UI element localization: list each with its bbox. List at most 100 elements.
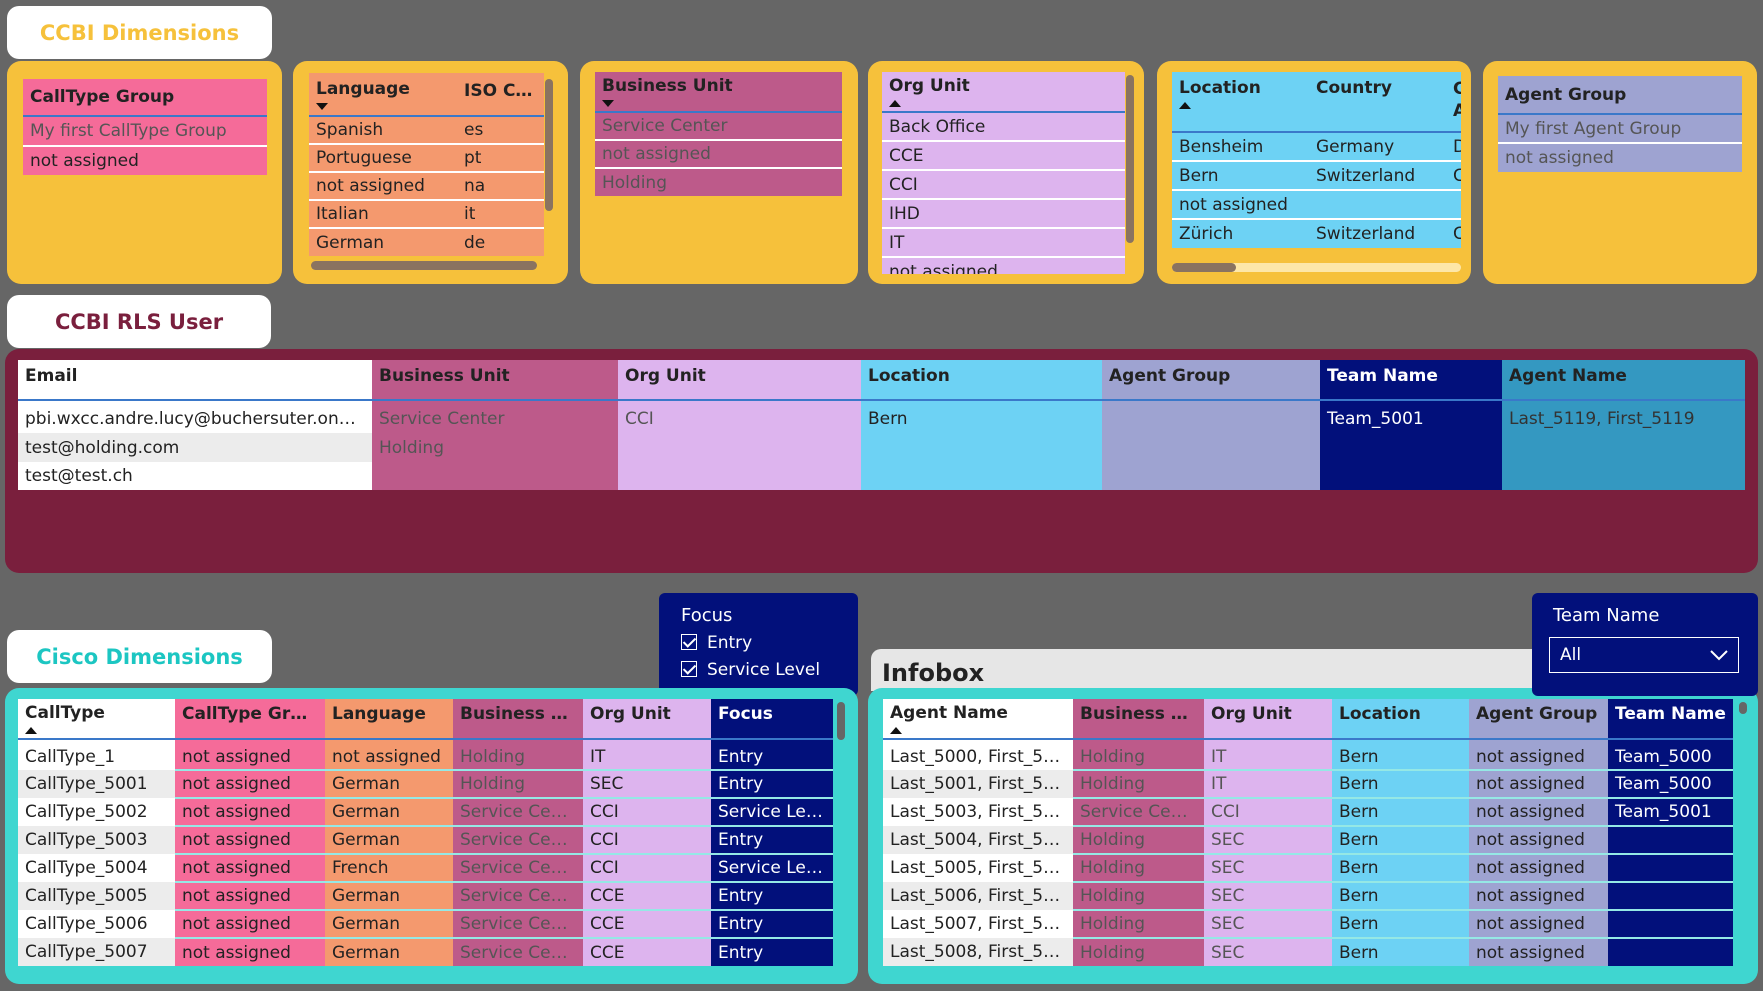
email-header[interactable]: Email [18,360,372,400]
calltype-group-header[interactable]: CallType Group [30,87,175,107]
vertical-scrollbar[interactable] [1739,702,1747,714]
table-cell: it [464,204,476,224]
table-row[interactable]: Last_5007, First_5007 Holding SEC Bern not a… [883,909,1733,938]
org-unit-cell: SEC [1204,937,1332,966]
business-unit-cell: Holding [1073,909,1204,938]
org-unit-header[interactable]: Org Unit [1204,699,1332,739]
focus-option-label: Service Level [707,660,821,680]
list-item[interactable]: IT [889,232,905,253]
org-unit-header[interactable]: Org Unit [882,72,1125,112]
team-name-header[interactable]: Team Name [1320,360,1502,400]
table-row[interactable]: CallType_5006 not assigned German Service C… [18,909,833,938]
table-row[interactable]: CallType_5003 not assigned German Service C… [18,825,833,854]
business-unit-header[interactable]: Business Unit [453,699,583,739]
business-unit-header[interactable]: Business Unit [372,360,618,400]
table-row[interactable]: CallType_5004 not assigned French Service C… [18,853,833,882]
location-table[interactable]: Location Country CA Bensheim Germany D Ber… [1172,72,1461,248]
team-name-cell [1608,825,1733,854]
table-cell: C [1446,219,1461,248]
list-item[interactable]: CCE [889,145,924,166]
calltype-group-table[interactable]: CallType Group My first CallType Group n… [23,79,267,175]
org-unit-header[interactable]: Org Unit [583,699,711,739]
location-header[interactable]: Location [861,360,1102,400]
calltype-group-cell: not assigned [175,739,325,770]
agent-group-header[interactable]: Agent Group [1469,699,1608,739]
org-unit-cell: CCI [583,853,711,882]
list-item[interactable]: Holding [602,172,667,193]
focus-slicer: Focus Entry Service Level [659,593,858,696]
language-header[interactable]: Language [309,73,457,116]
table-cell: Italian [316,204,369,224]
table-row[interactable]: Last_5000, First_5000 Holding IT Bern not as… [883,739,1733,770]
language-header[interactable]: Language [325,699,453,739]
table-row[interactable]: CallType_5005 not assigned German Service C… [18,881,833,910]
cisco-dimensions-table[interactable]: CallType CallType Group Language Busines… [18,699,833,966]
list-item[interactable]: not assigned [30,151,139,171]
table-row[interactable]: CallType_5001 not assigned German Holding SE… [18,769,833,798]
table-row[interactable]: Last_5003, First_5003 Service Center CCI Be… [883,797,1733,826]
agent-group-header[interactable]: Agent Group [1505,84,1627,105]
location-cell: Bern [1332,769,1469,798]
infobox-table[interactable]: Agent Name Business Unit Org Unit Locati… [883,699,1733,966]
language-cell: not assigned [325,739,453,770]
location-header[interactable]: Location [1172,72,1309,132]
vertical-scrollbar[interactable] [1126,75,1134,243]
table-row[interactable]: test@holding.com Holding [18,433,1745,462]
table-row[interactable]: Last_5006, First_5006 Holding SEC Bern not a… [883,881,1733,910]
org-unit-header[interactable]: Org Unit [618,360,861,400]
extra-column-header[interactable]: CA [1446,72,1461,132]
table-row[interactable]: Last_5001, First_5001 Holding IT Bern not as… [883,769,1733,798]
focus-header[interactable]: Focus [711,699,833,739]
language-table[interactable]: Language ISO Code Spanish es Portuguese pt… [309,73,544,256]
list-item[interactable]: not assigned [602,144,711,164]
agent-name-header[interactable]: Agent Name [883,699,1073,739]
focus-option-service-level[interactable]: Service Level [681,660,820,680]
list-item[interactable]: My first Agent Group [1505,118,1682,139]
list-item[interactable]: Service Center [602,116,728,136]
list-item[interactable]: Back Office [889,116,986,137]
location-header[interactable]: Location [1332,699,1469,739]
table-row[interactable]: Last_5005, First_5005 Holding SEC Bern not a… [883,853,1733,882]
agent-name-header[interactable]: Agent Name [1502,360,1745,400]
iso-code-header[interactable]: ISO Code [464,81,544,101]
agent-name-cell: Last_5004, First_5004 [883,826,1073,854]
list-item[interactable]: not assigned [889,262,998,274]
org-unit-cell: CCE [583,909,711,938]
table-row[interactable]: test@test.ch [18,462,1745,490]
vertical-scrollbar[interactable] [837,702,845,740]
calltype-header[interactable]: CallType [18,699,175,739]
table-row[interactable]: Last_5004, First_5004 Holding SEC Bern not a… [883,825,1733,854]
agent-group-cell [1102,400,1320,433]
country-header[interactable]: Country [1316,78,1392,98]
horizontal-scrollbar-track[interactable] [1172,263,1461,272]
horizontal-scrollbar-thumb[interactable] [1172,263,1236,272]
list-item[interactable]: My first CallType Group [30,121,227,141]
list-item[interactable]: not assigned [1505,148,1614,168]
table-row[interactable]: CallType_1 not assigned not assigned Holdin… [18,739,833,770]
calltype-group-header[interactable]: CallType Group [175,699,325,739]
horizontal-scrollbar[interactable] [311,261,537,270]
list-item[interactable]: IHD [889,203,920,224]
table-row[interactable]: CallType_5007 not assigned German Service C… [18,937,833,966]
team-name-dropdown[interactable]: All [1549,637,1739,673]
checkbox-checked-icon[interactable] [681,634,697,650]
business-unit-header[interactable]: Business Unit [595,72,842,112]
list-item[interactable]: CCI [889,174,918,195]
agent-group-table[interactable]: Agent Group My first Agent Group not ass… [1498,76,1742,172]
rls-user-table[interactable]: Email Business Unit Org Unit Location Ag… [18,360,1745,490]
business-unit-cell: Holding [1073,853,1204,882]
vertical-scrollbar[interactable] [545,79,553,211]
agent-name-cell [1502,462,1745,490]
agent-group-header[interactable]: Agent Group [1102,360,1320,400]
org-unit-table[interactable]: Org Unit Back Office CCE CCI IHD IT not … [882,72,1125,274]
business-unit-header[interactable]: Business Unit [1073,699,1204,739]
table-row[interactable]: pbi.wxcc.andre.lucy@buchersuter.onmic...… [18,400,1745,433]
table-row[interactable]: CallType_5002 not assigned German Service C… [18,797,833,826]
team-name-header[interactable]: Team Name [1608,699,1733,739]
focus-option-entry[interactable]: Entry [681,633,752,653]
table-row[interactable]: Last_5008, First_5008 Holding SEC Bern not a… [883,937,1733,966]
business-unit-table[interactable]: Business Unit Service Center not assigne… [595,72,842,196]
focus-cell: Entry [711,739,833,770]
checkbox-checked-icon[interactable] [681,661,697,677]
language-cell: German [325,825,453,854]
